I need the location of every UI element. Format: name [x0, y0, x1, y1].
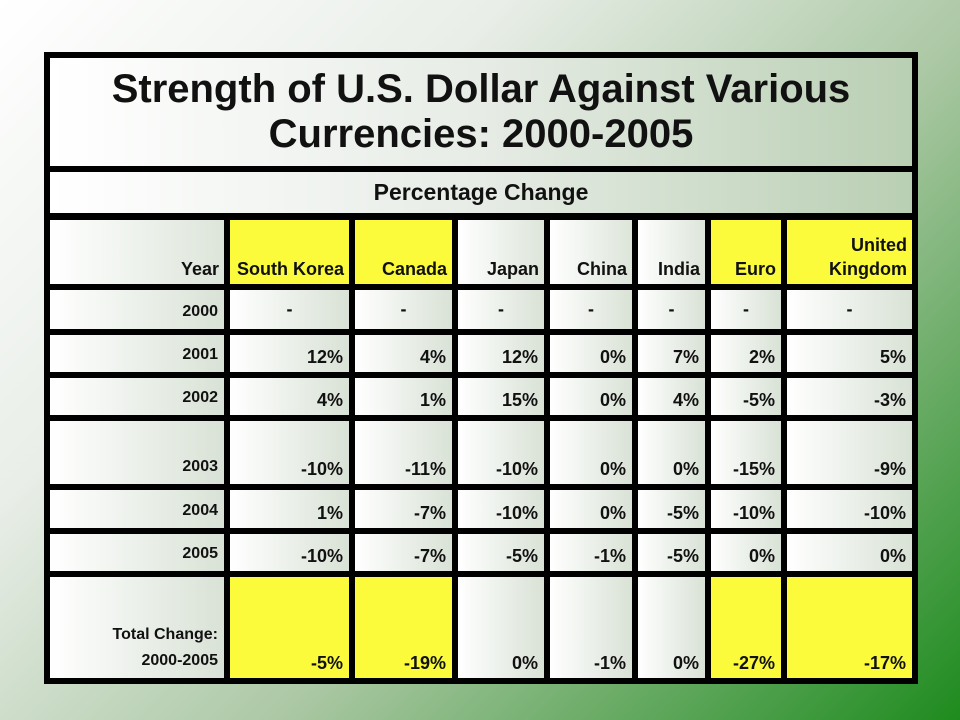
column-header-south-korea: South Korea	[230, 220, 349, 284]
cell-2003-india: 0%	[638, 421, 705, 484]
cell-2003-euro: -15%	[711, 421, 781, 484]
cell-2002-india: 4%	[638, 378, 705, 415]
year-label: 2005	[50, 534, 224, 571]
cell-2000-india: -	[638, 290, 705, 329]
total-canada: -19%	[355, 577, 452, 678]
column-header-united-kingdom: United Kingdom	[787, 220, 912, 284]
cell-2005-south-korea: -10%	[230, 534, 349, 571]
year-label: 2002	[50, 378, 224, 415]
cell-2000-canada: -	[355, 290, 452, 329]
cell-2004-canada: -7%	[355, 490, 452, 528]
cell-2000-euro: -	[711, 290, 781, 329]
cell-2002-japan: 15%	[458, 378, 544, 415]
year-label: 2001	[50, 335, 224, 372]
total-united-kingdom: -17%	[787, 577, 912, 678]
year-label: 2004	[50, 490, 224, 528]
cell-2000-united-kingdom: -	[787, 290, 912, 329]
cell-2003-south-korea: -10%	[230, 421, 349, 484]
total-india: 0%	[638, 577, 705, 678]
cell-2002-china: 0%	[550, 378, 632, 415]
cell-2000-japan: -	[458, 290, 544, 329]
cell-2000-south-korea: -	[230, 290, 349, 329]
table-title: Strength of U.S. Dollar Against Various …	[50, 58, 912, 166]
cell-2004-euro: -10%	[711, 490, 781, 528]
cell-2005-canada: -7%	[355, 534, 452, 571]
cell-2004-south-korea: 1%	[230, 490, 349, 528]
column-header-india: India	[638, 220, 705, 284]
table-subtitle: Percentage Change	[50, 172, 912, 213]
year-label: 2003	[50, 421, 224, 484]
cell-2005-united-kingdom: 0%	[787, 534, 912, 571]
year-column-header: Year	[50, 220, 224, 284]
cell-2003-canada: -11%	[355, 421, 452, 484]
cell-2005-china: -1%	[550, 534, 632, 571]
cell-2003-china: 0%	[550, 421, 632, 484]
column-header-japan: Japan	[458, 220, 544, 284]
total-japan: 0%	[458, 577, 544, 678]
cell-2002-south-korea: 4%	[230, 378, 349, 415]
cell-2001-euro: 2%	[711, 335, 781, 372]
column-header-canada: Canada	[355, 220, 452, 284]
cell-2003-japan: -10%	[458, 421, 544, 484]
year-label: 2000	[50, 290, 224, 329]
cell-2001-japan: 12%	[458, 335, 544, 372]
cell-2005-japan: -5%	[458, 534, 544, 571]
cell-2002-united-kingdom: -3%	[787, 378, 912, 415]
currency-table: Strength of U.S. Dollar Against Various …	[44, 52, 918, 684]
total-change-label: Total Change: 2000-2005	[50, 577, 224, 678]
cell-2001-india: 7%	[638, 335, 705, 372]
cell-2004-china: 0%	[550, 490, 632, 528]
cell-2004-india: -5%	[638, 490, 705, 528]
total-euro: -27%	[711, 577, 781, 678]
cell-2004-japan: -10%	[458, 490, 544, 528]
column-header-euro: Euro	[711, 220, 781, 284]
cell-2005-euro: 0%	[711, 534, 781, 571]
column-header-china: China	[550, 220, 632, 284]
cell-2000-china: -	[550, 290, 632, 329]
cell-2001-united-kingdom: 5%	[787, 335, 912, 372]
total-south-korea: -5%	[230, 577, 349, 678]
cell-2003-united-kingdom: -9%	[787, 421, 912, 484]
cell-2001-south-korea: 12%	[230, 335, 349, 372]
cell-2004-united-kingdom: -10%	[787, 490, 912, 528]
cell-2002-canada: 1%	[355, 378, 452, 415]
cell-2002-euro: -5%	[711, 378, 781, 415]
total-china: -1%	[550, 577, 632, 678]
cell-2005-india: -5%	[638, 534, 705, 571]
cell-2001-china: 0%	[550, 335, 632, 372]
cell-2001-canada: 4%	[355, 335, 452, 372]
